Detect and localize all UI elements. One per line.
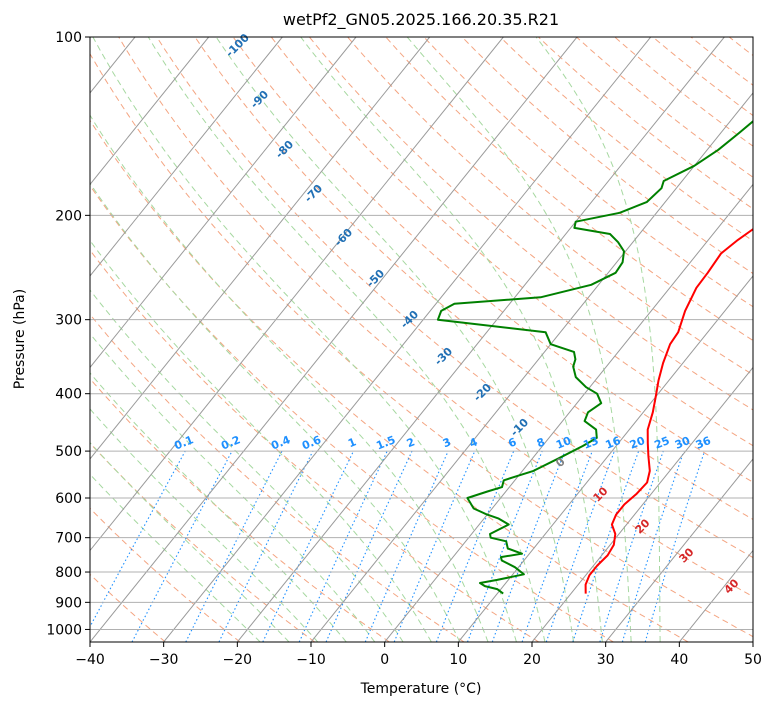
y-tick-label: 900 <box>55 595 82 611</box>
mixing-ratio-label: 10 <box>554 434 573 452</box>
isotherm-line <box>605 458 753 642</box>
isotherm-line <box>90 37 283 277</box>
mixing-ratio-line <box>325 450 413 642</box>
data-series <box>436 120 753 595</box>
mixing-ratio-line <box>218 450 314 642</box>
moist-adiabat-line <box>90 372 347 642</box>
isotherm-line <box>90 37 431 460</box>
mixing-ratio-label: 13 <box>581 434 600 452</box>
mixing-ratio-line <box>435 450 515 642</box>
x-tick-label: 40 <box>670 652 688 668</box>
y-tick-label: 400 <box>55 387 82 403</box>
x-tick-label: 10 <box>449 652 467 668</box>
mixing-ratio-line <box>521 450 593 642</box>
mixing-ratio-line <box>90 450 186 628</box>
dewpoint-line <box>436 120 753 595</box>
y-tick-label: 700 <box>55 531 82 547</box>
mixing-ratio-label: 36 <box>694 434 713 452</box>
mixing-ratio-line <box>466 450 543 642</box>
moist-adiabat-line <box>147 37 546 642</box>
dry-adiabat-line <box>90 313 465 642</box>
mixing-ratio-line <box>491 450 566 642</box>
dry-adiabat-line <box>90 573 166 642</box>
x-tick-label: 20 <box>523 652 541 668</box>
mixing-ratio-line <box>364 450 449 642</box>
isotherm-line <box>384 183 753 642</box>
mixing-ratio-label: 30 <box>673 434 692 452</box>
mixing-ratio-label: 1 <box>346 435 358 450</box>
x-tick-label: 50 <box>744 652 762 668</box>
moist-adiabat-line <box>90 289 404 642</box>
background-lines <box>90 37 753 642</box>
x-tick-label: −20 <box>223 652 253 668</box>
dry-adiabat-line <box>90 119 689 642</box>
mixing-ratio-line <box>131 450 233 642</box>
y-tick-label: 800 <box>55 565 82 581</box>
y-tick-label: 300 <box>55 313 82 329</box>
mixing-ratio-line <box>621 450 685 642</box>
dry-adiabat-line <box>270 37 753 447</box>
moist-adiabat-line <box>215 37 575 642</box>
dry-adiabat-line <box>309 37 753 411</box>
mixing-ratio-line <box>644 450 706 642</box>
isotherm-line <box>457 275 753 642</box>
mixing-ratio-label: 16 <box>604 434 623 452</box>
dry-adiabat-line <box>385 37 753 342</box>
moist-adiabat-line <box>535 37 661 642</box>
mixing-ratio-label: 25 <box>652 434 671 452</box>
x-tick-label: 0 <box>380 652 389 668</box>
mixing-ratio-label: 2 <box>405 435 417 450</box>
x-tick-label: −10 <box>296 652 326 668</box>
y-tick-label: 500 <box>55 444 82 460</box>
dry-adiabat-line <box>90 377 390 642</box>
isotherm-line <box>90 37 504 552</box>
dry-adiabat-line <box>90 184 614 642</box>
x-tick-label: 30 <box>597 652 615 668</box>
mixing-ratio-label: 3 <box>441 435 453 450</box>
temperature-line <box>584 227 753 594</box>
moist-adiabat-line <box>90 114 489 642</box>
chart-title: wetPf2_GN05.2025.166.20.35.R21 <box>283 10 559 30</box>
isotherm-line <box>310 92 753 642</box>
isotherm-line <box>531 366 753 642</box>
isotherm-line <box>236 37 725 642</box>
mixing-ratio-line <box>185 450 283 642</box>
plot-frame <box>89 36 754 643</box>
moist-adiabat-line <box>90 441 290 642</box>
isotherm-line <box>90 37 578 642</box>
y-tick-label: 100 <box>55 30 82 46</box>
isotherm-line <box>90 37 357 369</box>
mixing-ratio-line <box>545 450 615 642</box>
dry-adiabat-line <box>347 37 753 376</box>
mixing-ratio-line <box>599 450 664 642</box>
axes: −40 −30 −20 −10 0 10 20 30 40 50 100 200 300 400 500 60… <box>46 30 762 668</box>
x-tick-label: −30 <box>149 652 179 668</box>
moist-adiabat-line <box>90 473 261 642</box>
y-tick-label: 1000 <box>46 622 82 638</box>
mixing-ratio-label: 20 <box>628 434 647 452</box>
moist-adiabat-line <box>92 37 517 642</box>
y-tick-label: 200 <box>55 208 82 224</box>
isotherm-line <box>163 37 652 642</box>
x-axis-title: Temperature (°C) <box>360 681 482 697</box>
mixing-ratio-line <box>572 450 640 642</box>
mixing-ratio-label: 8 <box>535 435 547 450</box>
isotherm-line <box>90 37 210 186</box>
y-tick-label: 600 <box>55 491 82 507</box>
moist-adiabat-line <box>300 37 603 642</box>
moist-adiabat-line <box>90 239 432 642</box>
y-axis-title: Pressure (hPa) <box>12 289 28 389</box>
x-tick-label: −40 <box>75 652 105 668</box>
moist-adiabat-line <box>90 332 376 642</box>
moist-adiabat-line <box>406 37 632 642</box>
